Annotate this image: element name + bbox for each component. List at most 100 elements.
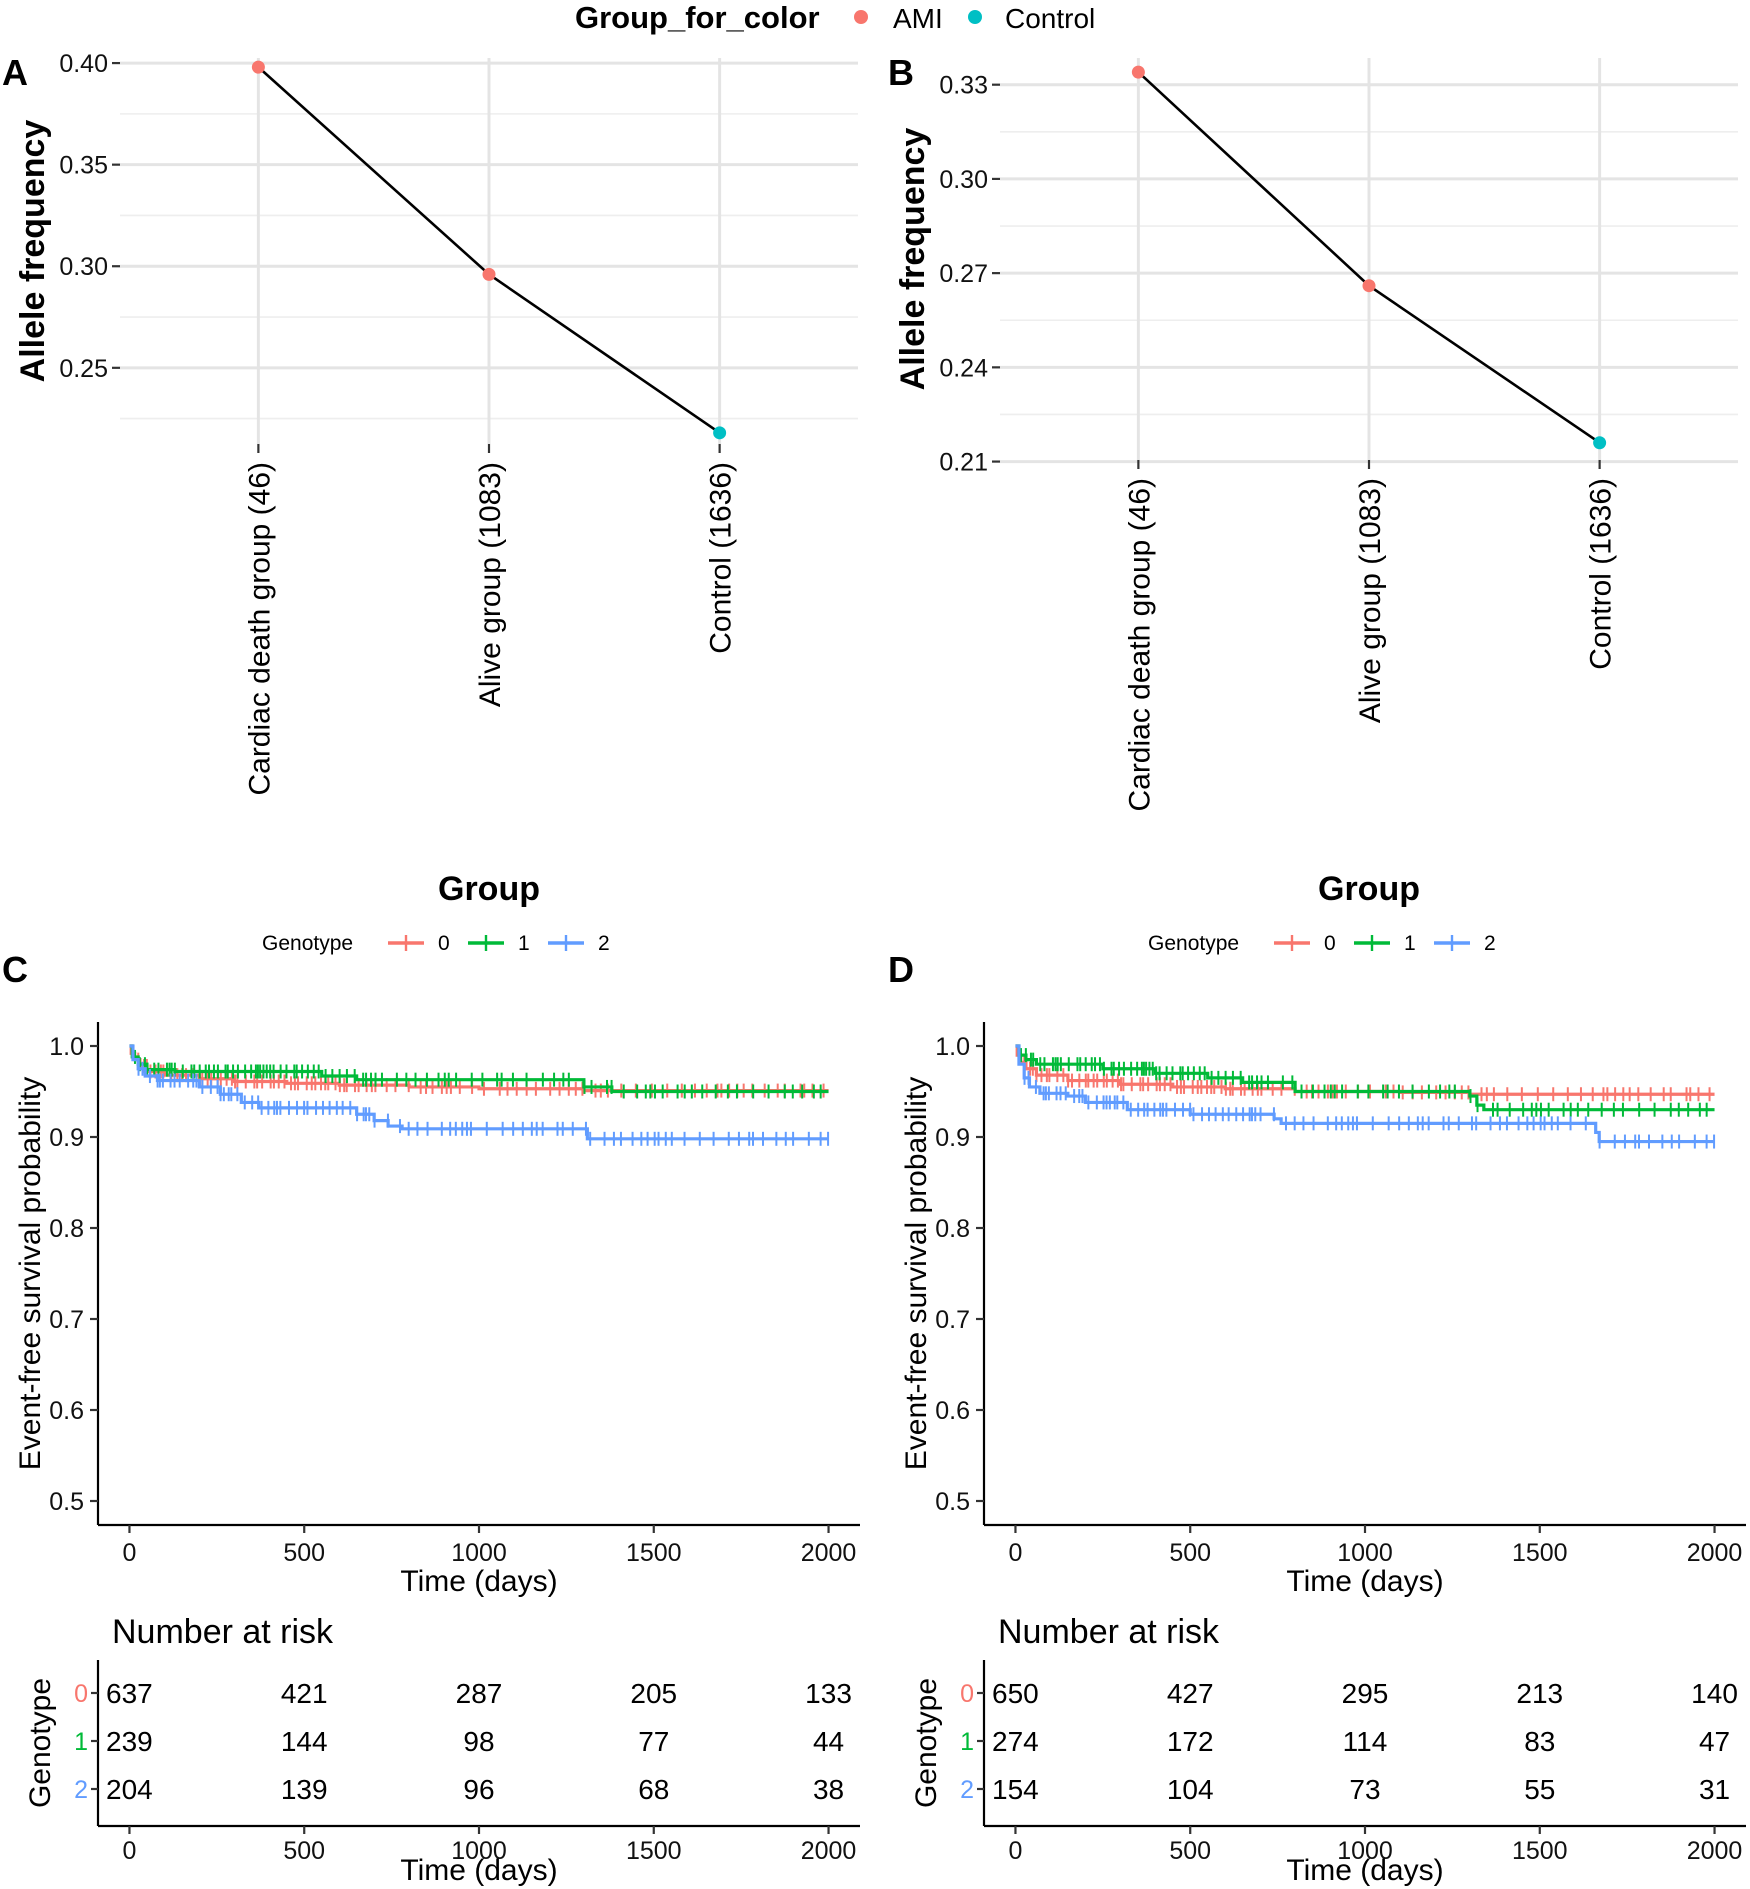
risk-count: 96 [463,1774,494,1805]
risk-x-tick-label: 0 [1009,1837,1023,1865]
risk-row-label-genotype-2: 2 [74,1776,88,1804]
y-tick-label: 0.40 [59,50,108,78]
risk-x-tick-label: 1500 [626,1837,682,1865]
y-tick-label: 1.0 [49,1033,84,1061]
panel-label-d: D [888,949,914,990]
risk-count: 104 [1167,1774,1214,1805]
panel-a-allele-frequency-chart: 0.25 0.30 0.35 0.40 Cardiac death group (46)… [14,50,858,908]
risk-count: 274 [992,1726,1039,1757]
risk-count: 114 [1343,1726,1388,1757]
y-axis-title: Allele frequency [894,128,932,391]
y-tick-label: 0.9 [935,1124,970,1152]
x-tick-label: 0 [1009,1539,1023,1567]
risk-x-tick-label: 1500 [1512,1837,1568,1865]
risk-count: 205 [630,1678,677,1709]
risk-x-tick-label: 2000 [801,1837,857,1865]
survival-curve-genotype-1 [129,1044,829,1094]
panel-label-c: C [2,949,28,990]
risk-count: 287 [456,1678,503,1709]
risk-count: 154 [992,1774,1039,1805]
risk-x-tick-label: 1000 [451,1837,507,1865]
risk-row-label-genotype-0: 0 [74,1680,88,1708]
data-point-control [713,426,727,440]
risk-y-axis-title: Genotype [910,1678,943,1808]
x-tick-label: 1500 [626,1539,682,1567]
risk-x-tick-label: 2000 [1687,1837,1743,1865]
risk-table-title: Number at risk [112,1613,334,1651]
legend-label-genotype-0: 0 [438,932,450,955]
risk-row-label-genotype-0: 0 [960,1680,974,1708]
y-axis-title: Event-free survival probability [900,1077,933,1471]
x-tick-label: 2000 [1687,1539,1743,1567]
x-tick-label: 0 [123,1539,137,1567]
risk-count: 38 [813,1774,844,1805]
risk-count: 295 [1342,1678,1389,1709]
risk-count: 204 [106,1774,153,1805]
genotype-legend-title: Genotype [1148,932,1239,955]
risk-count: 31 [1699,1774,1730,1805]
legend-ami-label: AMI [893,3,943,34]
risk-x-tick-label: 1000 [1337,1837,1393,1865]
risk-x-axis-title: Time (days) [400,1854,557,1887]
censor-marks-genotype-2 [1023,1070,1716,1149]
legend-title: Group_for_color [575,0,820,35]
x-tick-label: 2000 [801,1539,857,1567]
risk-count: 139 [281,1774,328,1805]
y-tick-label: 0.27 [939,260,988,288]
y-tick-label: 0.6 [49,1397,84,1425]
y-tick-label: 0.7 [935,1306,970,1334]
censor-marks-genotype-1 [133,1049,822,1099]
y-tick-label: 0.6 [935,1397,970,1425]
legend-control-dot [968,10,982,24]
risk-count: 73 [1349,1774,1380,1805]
x-tick-label: 1000 [451,1539,507,1567]
risk-x-tick-label: 500 [283,1837,325,1865]
top-legend: Group_for_color AMI Control [575,0,1095,35]
x-tick-label: 1000 [1337,1539,1393,1567]
risk-count: 637 [106,1678,153,1709]
genotype-legend-title: Genotype [262,932,353,955]
censor-marks-genotype-0 [1023,1055,1711,1102]
legend-label-genotype-0: 0 [1324,932,1336,955]
x-category-label: Alive group (1083) [474,462,507,707]
risk-x-tick-label: 0 [123,1837,137,1865]
y-tick-label: 0.30 [939,166,988,194]
y-tick-label: 0.8 [935,1215,970,1243]
risk-count: 427 [1167,1678,1214,1709]
x-tick-label: 500 [283,1539,325,1567]
y-tick-label: 0.33 [939,72,988,100]
legend-label-genotype-2: 2 [598,932,610,955]
risk-count: 98 [463,1726,494,1757]
y-tick-label: 0.5 [49,1488,84,1516]
risk-row-label-genotype-1: 1 [74,1728,88,1756]
y-tick-label: 1.0 [935,1033,970,1061]
x-category-label: Control (1636) [705,462,738,654]
risk-count: 213 [1516,1678,1563,1709]
panel-label-a: A [2,52,28,93]
x-category-label: Cardiac death group (46) [1123,478,1156,812]
y-tick-label: 0.30 [59,253,108,281]
legend-label-genotype-2: 2 [1484,932,1496,955]
risk-count: 650 [992,1678,1039,1709]
risk-x-axis-title: Time (days) [1286,1854,1443,1887]
censor-marks-genotype-2 [137,1061,830,1146]
risk-count: 47 [1699,1726,1730,1757]
risk-count: 55 [1524,1774,1555,1805]
risk-y-axis-title: Genotype [24,1678,57,1808]
x-axis-title: Group [438,870,540,908]
risk-row-label-genotype-2: 2 [960,1776,974,1804]
risk-count: 68 [638,1774,669,1805]
legend-control-label: Control [1005,3,1095,34]
panel-b-allele-frequency-chart: 0.21 0.24 0.27 0.30 0.33 Cardiac death group … [894,58,1738,908]
y-tick-label: 0.25 [59,355,108,383]
y-axis-title: Event-free survival probability [14,1077,47,1471]
risk-count: 140 [1691,1678,1738,1709]
x-axis-title: Time (days) [1286,1565,1443,1598]
risk-row-label-genotype-1: 1 [960,1728,974,1756]
x-category-label: Control (1636) [1585,478,1618,670]
risk-count: 44 [813,1726,844,1757]
risk-count: 83 [1524,1726,1555,1757]
x-tick-label: 500 [1169,1539,1211,1567]
